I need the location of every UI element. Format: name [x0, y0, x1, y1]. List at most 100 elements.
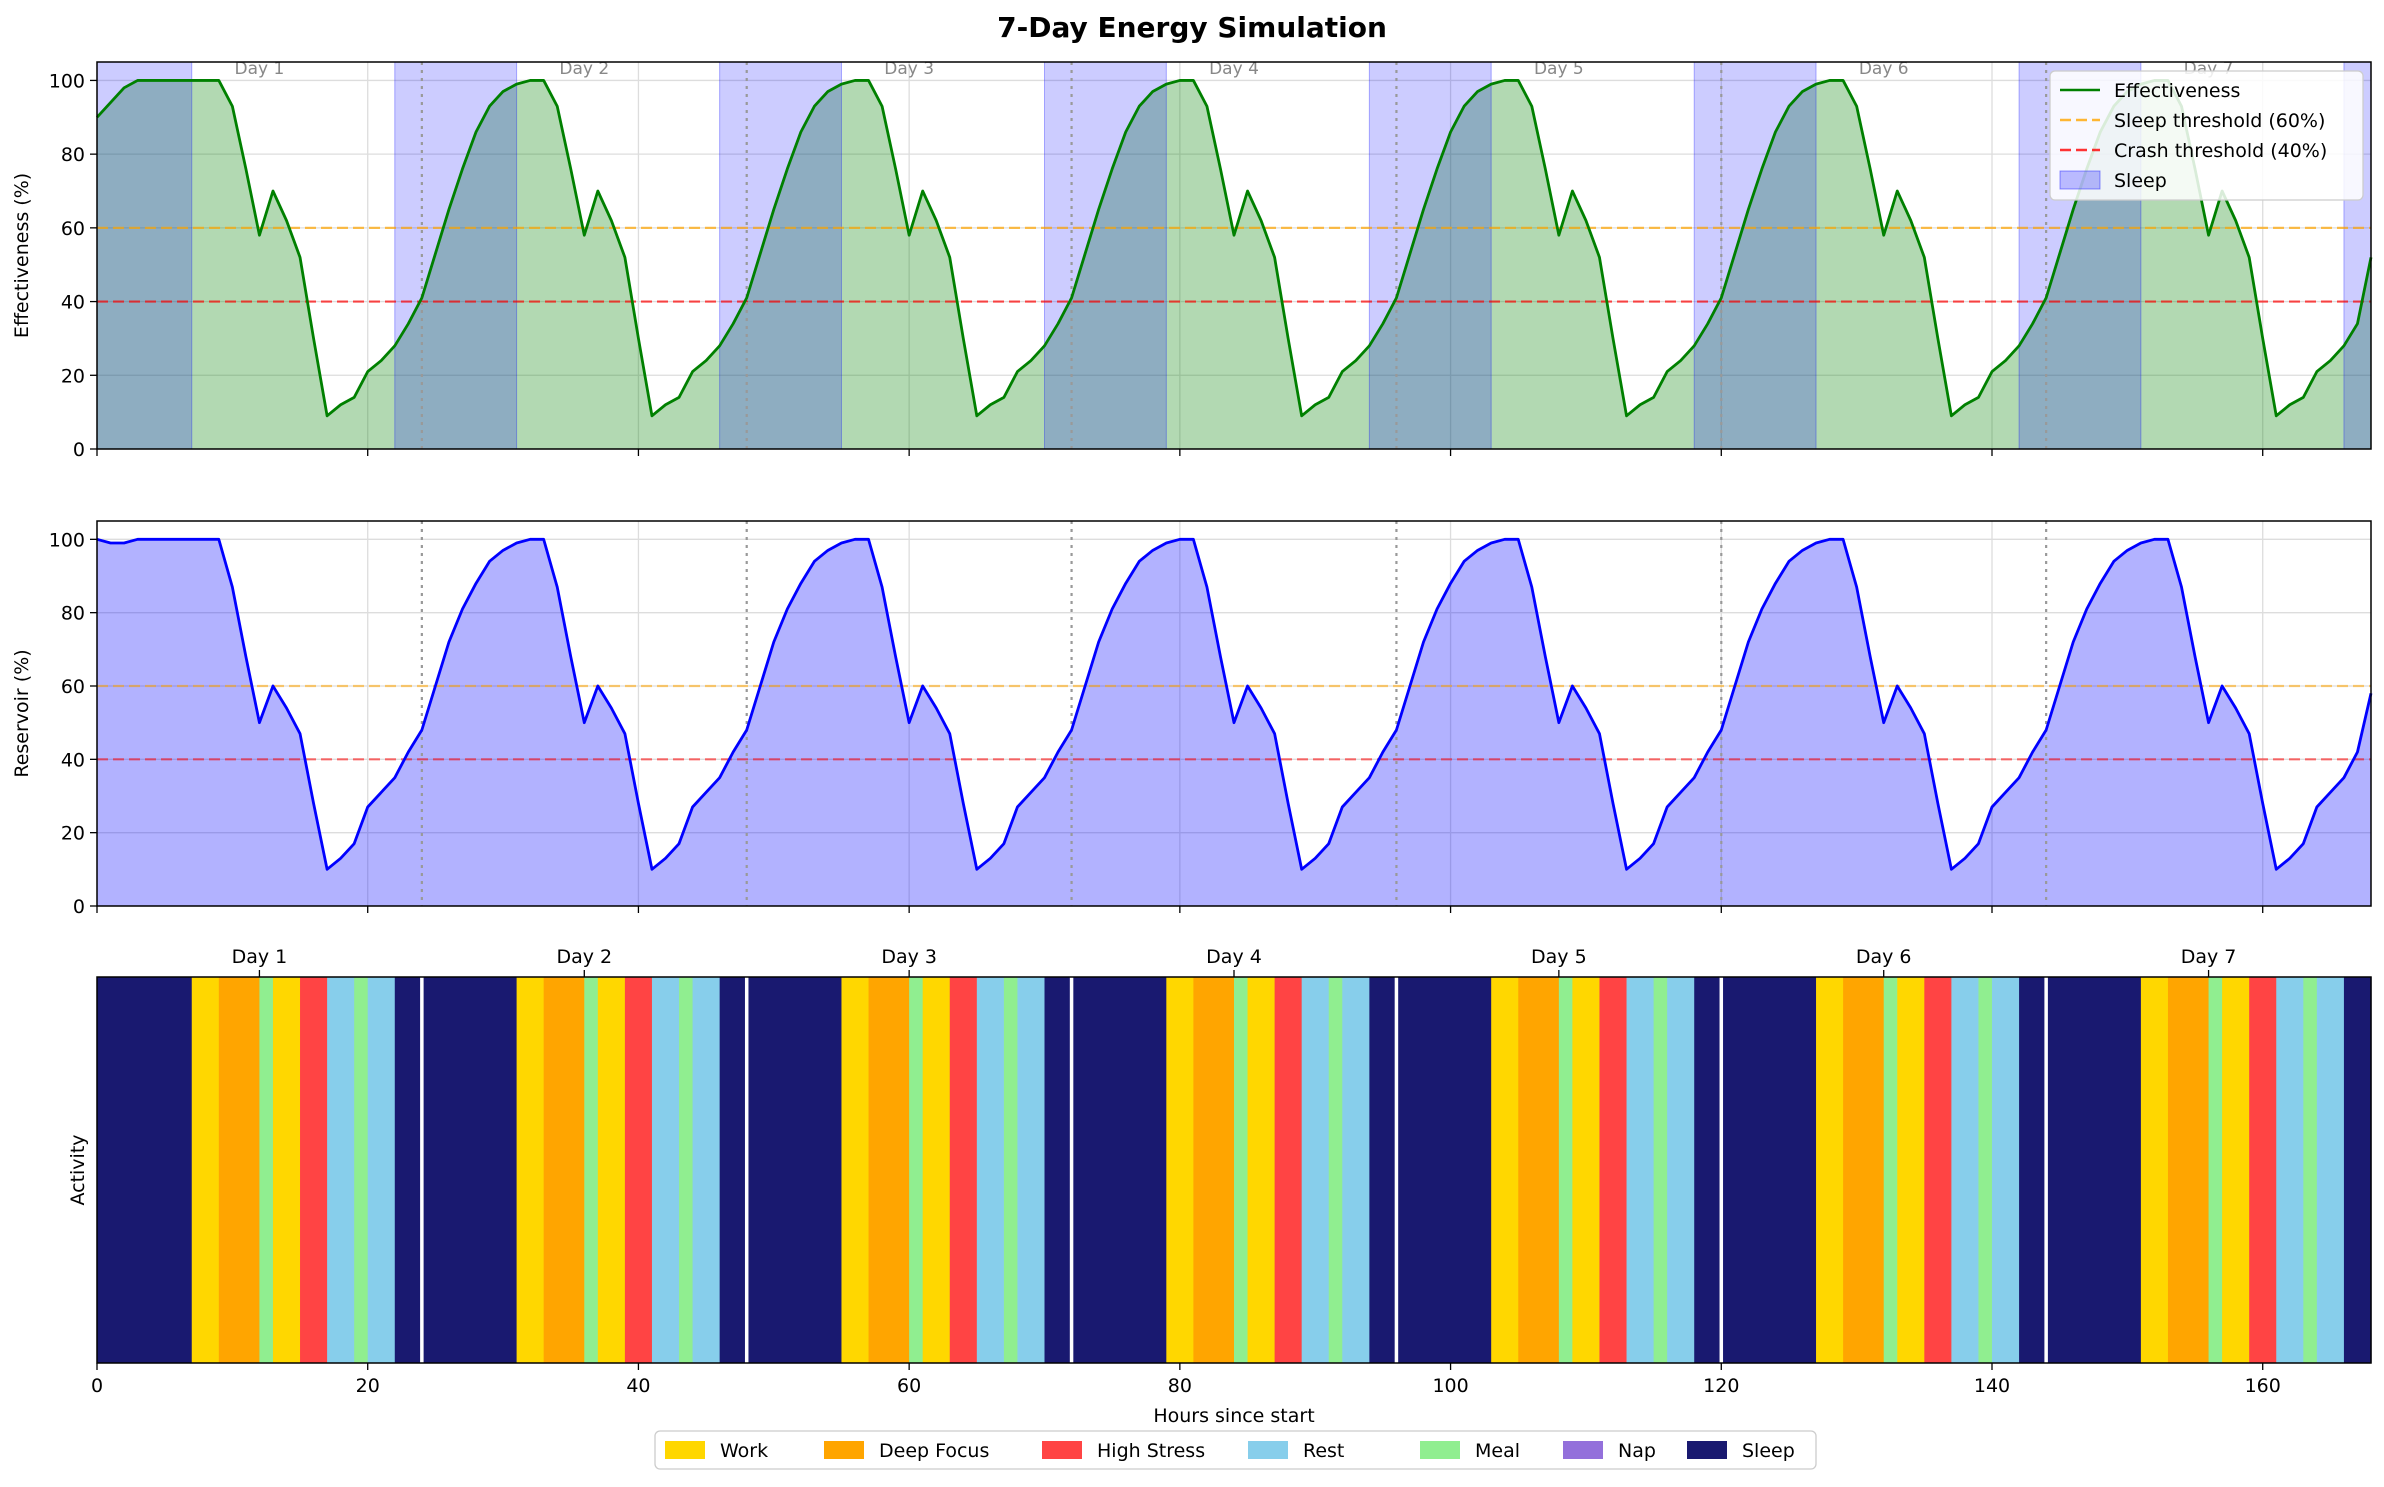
day-label-top: Day 4	[1209, 59, 1259, 79]
activity-block	[1897, 977, 1925, 1363]
effectiveness-area	[97, 80, 2371, 449]
day-label: Day 1	[232, 946, 288, 968]
day-label: Day 5	[1531, 946, 1587, 968]
effectiveness-ytick-label: 80	[61, 144, 85, 166]
activity-block	[922, 977, 951, 1363]
activity-block	[1017, 977, 1046, 1363]
legend-label: Sleep threshold (60%)	[2114, 110, 2325, 132]
activity-block	[2208, 977, 2223, 1363]
activity-block	[1491, 977, 1519, 1363]
activity-block	[2343, 977, 2372, 1363]
activity-block	[1328, 977, 1343, 1363]
activity-block	[624, 977, 653, 1363]
activity-block	[2019, 977, 2047, 1363]
legend-swatch	[2059, 170, 2101, 190]
activity-ylabel: Activity	[67, 1134, 89, 1205]
activity-block	[584, 977, 599, 1363]
reservoir-ytick-label: 80	[61, 603, 85, 625]
activity-block	[1843, 977, 1885, 1363]
day-label-top: Day 3	[884, 59, 934, 79]
activity-block	[1599, 977, 1628, 1363]
activity-block	[1694, 977, 1722, 1363]
activity-block	[2303, 977, 2318, 1363]
activity-block	[1301, 977, 1330, 1363]
activity-block	[1978, 977, 1993, 1363]
legend-label: Crash threshold (40%)	[2114, 140, 2327, 162]
activity-legend-label: Work	[720, 1440, 768, 1462]
activity-block	[1951, 977, 1980, 1363]
x-axis-label: Hours since start	[1153, 1405, 1314, 1427]
xtick-label: 80	[1168, 1375, 1192, 1397]
day-label: Day 6	[1856, 946, 1912, 968]
xtick-label: 20	[356, 1375, 380, 1397]
effectiveness-legend: Effectiveness Sleep threshold (60%) Crash …	[2049, 70, 2364, 201]
xtick-label: 40	[626, 1375, 650, 1397]
activity-block	[719, 977, 748, 1363]
activity-block	[1816, 977, 1844, 1363]
sleep-band	[1368, 61, 1492, 450]
activity-block	[2316, 977, 2345, 1363]
activity-block	[1883, 977, 1898, 1363]
reservoir-axes-frame	[96, 520, 2372, 907]
reservoir-ytick-label: 60	[61, 676, 85, 698]
effectiveness-ylabel: Effectiveness (%)	[11, 173, 33, 338]
day-label: Day 7	[2181, 946, 2237, 968]
xtick-label: 160	[2245, 1375, 2281, 1397]
activity-legend-label: Sleep	[1742, 1440, 1795, 1462]
activity-block	[1274, 977, 1303, 1363]
effectiveness-panel: Day 1 Day 2 Day 3 Day 4 Day 5 Day 6 Day 702040…	[11, 59, 2373, 461]
day-label: Day 2	[556, 946, 612, 968]
activity-block	[868, 977, 910, 1363]
activity-legend-swatch	[665, 1441, 705, 1459]
reservoir-panel: 0 20 40 60 80 100 Reservoir (%)	[11, 520, 2373, 918]
sleep-band	[1044, 61, 1167, 450]
activity-block	[394, 977, 423, 1363]
sleep-band	[96, 61, 193, 450]
reservoir-ylabel: Reservoir (%)	[11, 649, 33, 777]
activity-block	[2276, 977, 2304, 1363]
activity-block	[421, 977, 518, 1363]
activity-block	[1044, 977, 1073, 1363]
xtick-label: 60	[897, 1375, 921, 1397]
activity-block	[191, 977, 220, 1363]
activity-legend-label: Rest	[1303, 1440, 1344, 1462]
activity-block	[543, 977, 585, 1363]
activity-block	[949, 977, 978, 1363]
xtick-label: 120	[1703, 1375, 1739, 1397]
day-label-top: Day 6	[1859, 59, 1909, 79]
effectiveness-axes-frame	[96, 61, 2372, 450]
effectiveness-ytick-label: 0	[73, 439, 85, 461]
activity-block	[300, 977, 328, 1363]
xtick-label: 140	[1974, 1375, 2010, 1397]
legend-label: Sleep	[2114, 170, 2167, 192]
activity-legend-label: Deep Focus	[879, 1440, 989, 1462]
sleep-band	[394, 61, 518, 450]
effectiveness-ytick-label: 100	[49, 70, 85, 92]
activity-block	[1558, 977, 1573, 1363]
activity-block	[1369, 977, 1398, 1363]
activity-block	[1247, 977, 1276, 1363]
reservoir-line	[96, 537, 2373, 871]
activity-block	[679, 977, 694, 1363]
activity-block	[2222, 977, 2250, 1363]
day-label: Day 4	[1206, 946, 1262, 968]
effectiveness-line	[95, 79, 2373, 418]
chart-title: 7-Day Energy Simulation	[997, 11, 1387, 44]
activity-legend-label: High Stress	[1097, 1440, 1205, 1462]
activity-legend-swatch	[1420, 1441, 1460, 1459]
effectiveness-ytick-label: 40	[61, 292, 85, 314]
activity-block	[516, 977, 545, 1363]
activity-block	[259, 977, 274, 1363]
xtick-label: 0	[91, 1375, 103, 1397]
effectiveness-ytick-label: 20	[61, 365, 85, 387]
activity-block	[1653, 977, 1668, 1363]
activity-block	[97, 977, 193, 1363]
activity-block	[1721, 977, 1817, 1363]
activity-block	[841, 977, 870, 1363]
reservoir-area	[97, 539, 2371, 906]
activity-block	[1396, 977, 1492, 1363]
activity-block	[1924, 977, 1952, 1363]
activity-block	[1071, 977, 1167, 1363]
reservoir-ytick-label: 40	[61, 749, 85, 771]
